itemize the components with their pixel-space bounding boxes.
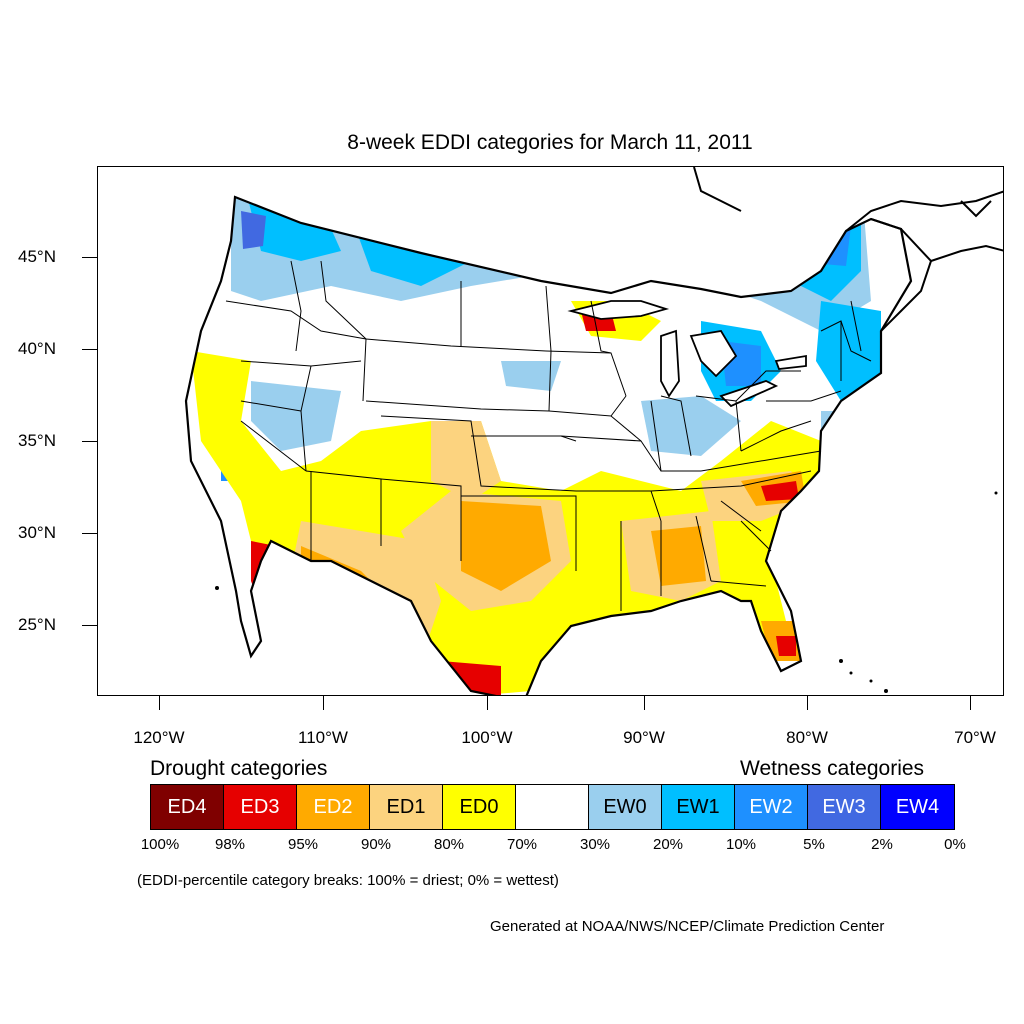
lat-label-40: 40°N	[18, 339, 56, 358]
lon-tick	[487, 696, 488, 710]
legend-box-ew1: EW1	[662, 785, 735, 829]
lat-tick	[82, 257, 97, 258]
legend-box-neutral	[516, 785, 589, 829]
lon-tick	[159, 696, 160, 710]
lake-michigan	[660, 329, 680, 398]
lon-label-90: 90°W	[623, 728, 665, 747]
percent-label: 80%	[433, 836, 465, 853]
percent-label: 20%	[652, 836, 684, 853]
legend-box-ew3: EW3	[808, 785, 881, 829]
percent-label: 2%	[871, 836, 893, 853]
map-panel	[97, 166, 1004, 696]
percent-label: 5%	[803, 836, 825, 853]
percent-label: 90%	[360, 836, 392, 853]
legend-box-ew2: EW2	[735, 785, 808, 829]
lat-tick	[82, 441, 97, 442]
lat-label-45: 45°N	[18, 247, 56, 266]
legend-box-ew0: EW0	[589, 785, 662, 829]
lake-huron	[689, 330, 738, 378]
credit-line: Generated at NOAA/NWS/NCEP/Climate Predi…	[490, 918, 885, 935]
islands	[215, 491, 998, 693]
legend-box-ed3: ED3	[224, 785, 297, 829]
lat-label-25: 25°N	[18, 615, 56, 634]
category-legend: ED4 ED3 ED2 ED1 ED0 EW0 EW1 EW2 EW3 EW4	[150, 784, 955, 830]
category-fill-layer	[186, 197, 911, 695]
map-title: 8-week EDDI categories for March 11, 201…	[347, 131, 753, 154]
lon-tick	[970, 696, 971, 710]
percent-label: 100%	[140, 836, 180, 853]
lat-tick	[82, 625, 97, 626]
wetness-heading: Wetness categories	[740, 757, 925, 780]
lat-tick	[82, 349, 97, 350]
lon-tick	[807, 696, 808, 710]
state-boundaries	[225, 260, 872, 611]
legend-box-ew4: EW4	[881, 785, 954, 829]
category-breaks-note: (EDDI-percentile category breaks: 100% =…	[137, 872, 559, 889]
lat-label-35: 35°N	[18, 431, 56, 450]
lon-tick	[323, 696, 324, 710]
percent-label: 30%	[579, 836, 611, 853]
legend-box-ed1: ED1	[370, 785, 443, 829]
percent-label: 70%	[506, 836, 538, 853]
percent-label: 10%	[725, 836, 757, 853]
lat-tick	[82, 533, 97, 534]
lon-label-80: 80°W	[786, 728, 828, 747]
lon-label-100: 100°W	[461, 728, 513, 747]
us-outline	[184, 195, 913, 695]
legend-box-ed2: ED2	[297, 785, 370, 829]
legend-box-ed0: ED0	[443, 785, 516, 829]
lon-label-70: 70°W	[954, 728, 996, 747]
percent-label: 0%	[944, 836, 966, 853]
drought-heading: Drought categories	[150, 757, 328, 780]
percent-label: 98%	[214, 836, 246, 853]
percent-label: 95%	[287, 836, 319, 853]
legend-box-ed4: ED4	[151, 785, 224, 829]
lon-label-110: 110°W	[298, 728, 348, 747]
lat-label-30: 30°N	[18, 523, 56, 542]
lake-superior	[567, 300, 670, 320]
lon-tick	[644, 696, 645, 710]
lake-ontario	[774, 354, 807, 370]
lon-label-120: 120°W	[133, 728, 185, 747]
